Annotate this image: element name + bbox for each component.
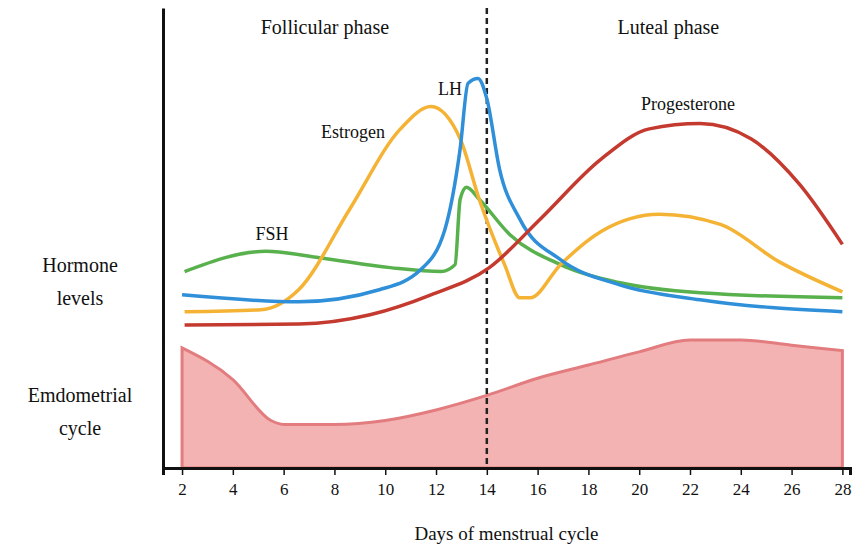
tick: 20 [631,468,648,499]
phase-title: Luteal phase [618,16,720,39]
y-axis [163,9,164,341]
tick: 16 [530,468,547,499]
tick-label: 14 [479,480,497,499]
series-line [182,78,842,311]
tick-mark [791,468,793,475]
axis-line [162,9,165,341]
tick-mark [639,468,641,475]
tick-label: 8 [331,480,340,499]
tick-mark [842,468,844,475]
endometrium-area [182,340,842,468]
tick: 14 [479,468,497,499]
tick-label: 18 [580,480,597,499]
x-axis-title: Days of menstrual cycle [414,523,598,544]
y-axis [163,337,164,469]
tick-mark [334,468,336,475]
tick-label: 4 [229,480,238,499]
tick-mark [182,468,184,475]
phase-divider [486,8,489,468]
axis-line [164,469,851,476]
tick-mark [233,468,235,475]
tick: 10 [377,468,394,499]
tick: 12 [428,468,445,499]
tick: 24 [733,468,751,499]
tick-label: 28 [834,480,851,499]
tick-label: 12 [428,480,445,499]
series-line [185,124,843,326]
tick-label: 6 [280,480,289,499]
tick-label: 20 [631,480,648,499]
tick-mark [436,468,438,475]
tick: 2 [178,468,187,499]
y-axis-title: Emdometrialcycle [28,384,133,440]
tick-mark [385,468,387,475]
tick-mark [537,468,539,475]
tick-label: 2 [178,480,187,499]
tick-mark [487,468,489,475]
tick-label: 24 [733,480,751,499]
x-axis: 246810121416182022242628 [164,468,852,499]
tick: 6 [280,468,289,499]
axis-line [162,337,165,469]
tick-label: 22 [682,480,699,499]
tick-mark [283,468,285,475]
y-axis-title: Hormonelevels [42,254,118,309]
plot-area [182,340,842,468]
series-label: FSH [255,224,288,244]
plot-area [182,78,842,325]
tick: 8 [331,468,340,499]
tick-label: 26 [784,480,801,499]
series-label: Progesterone [641,94,735,114]
tick-mark [741,468,743,475]
tick: 4 [229,468,238,499]
phase-title: Follicular phase [261,16,389,39]
tick: 18 [580,468,597,499]
tick-label: 10 [377,480,394,499]
tick-label: 16 [530,480,547,499]
tick: 28 [834,468,851,499]
chart: FSH Estrogen LH Progesterone Follicular phas… [0,0,860,558]
tick: 26 [784,468,801,499]
tick-mark [690,468,692,475]
tick: 22 [682,468,699,499]
series-label: Estrogen [321,122,385,142]
tick-mark [588,468,590,475]
series-label: LH [438,79,462,99]
